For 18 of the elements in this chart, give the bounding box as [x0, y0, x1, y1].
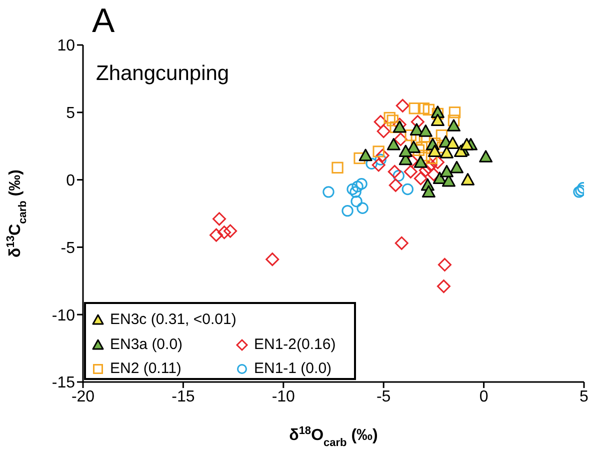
legend-label: EN3a (0.0): [110, 336, 183, 352]
annotation: Zhangcunping: [96, 62, 230, 86]
legend-label: EN2 (0.11): [110, 360, 182, 376]
x-tick-label: -5: [376, 388, 391, 406]
x-tick-label: -15: [172, 388, 195, 406]
x-tick-label: 0: [479, 388, 488, 406]
chart-title: A: [92, 2, 115, 41]
y-tick-label: 0: [66, 172, 76, 190]
x-axis-title: δ$^{18}$O$_{carb}$ (‰): [289, 425, 378, 449]
x-tick-label: -10: [272, 388, 296, 406]
legend-label: EN1-1 (0.0): [254, 360, 332, 376]
legend-label: EN3c (0.31, <0.01): [110, 310, 236, 328]
y-tick-label: -10: [52, 307, 76, 324]
y-tick-label: -5: [60, 240, 76, 257]
y-tick-label: 5: [66, 105, 76, 122]
x-tick-label: 5: [580, 388, 589, 406]
legend-label: EN1-2(0.16): [254, 336, 336, 352]
y-tick-label: 10: [57, 38, 76, 55]
